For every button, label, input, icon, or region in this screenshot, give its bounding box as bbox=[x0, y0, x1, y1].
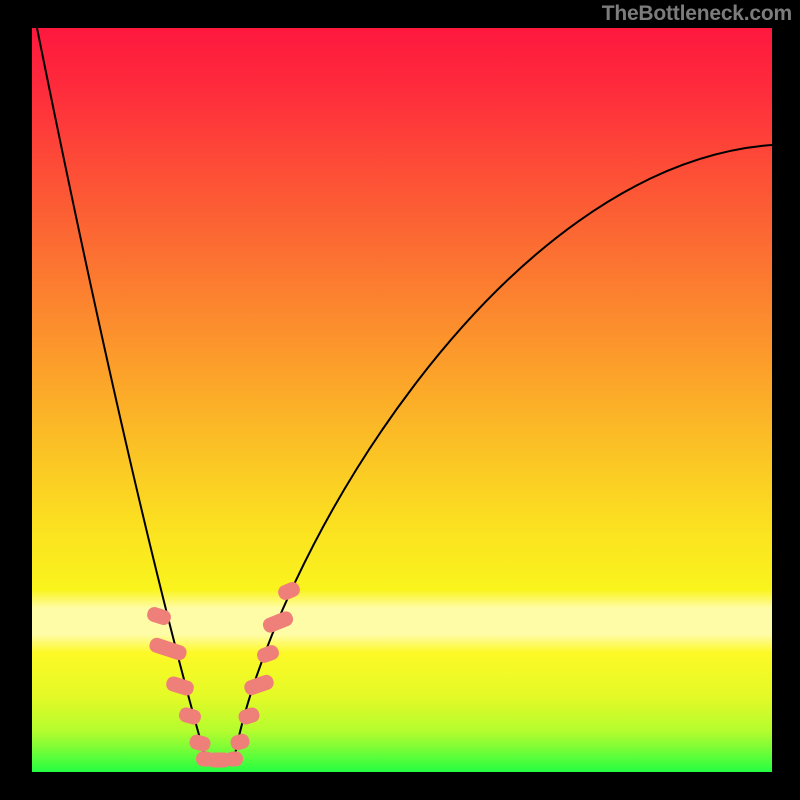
watermark-label: TheBottleneck.com bbox=[602, 2, 792, 26]
bead-left bbox=[188, 733, 212, 753]
right-curve bbox=[234, 145, 772, 760]
bead-right bbox=[261, 609, 295, 635]
bead-bottom bbox=[224, 751, 243, 768]
bead-right bbox=[255, 643, 281, 665]
bead-right bbox=[237, 706, 261, 726]
bead-left bbox=[164, 675, 195, 698]
bead-left bbox=[148, 636, 189, 662]
outer-frame: TheBottleneck.com bbox=[0, 0, 800, 800]
bead-right bbox=[276, 580, 302, 602]
bead-right bbox=[242, 673, 275, 697]
bead-right bbox=[229, 732, 251, 752]
bead-left bbox=[177, 706, 202, 726]
curve-layer bbox=[0, 0, 800, 800]
